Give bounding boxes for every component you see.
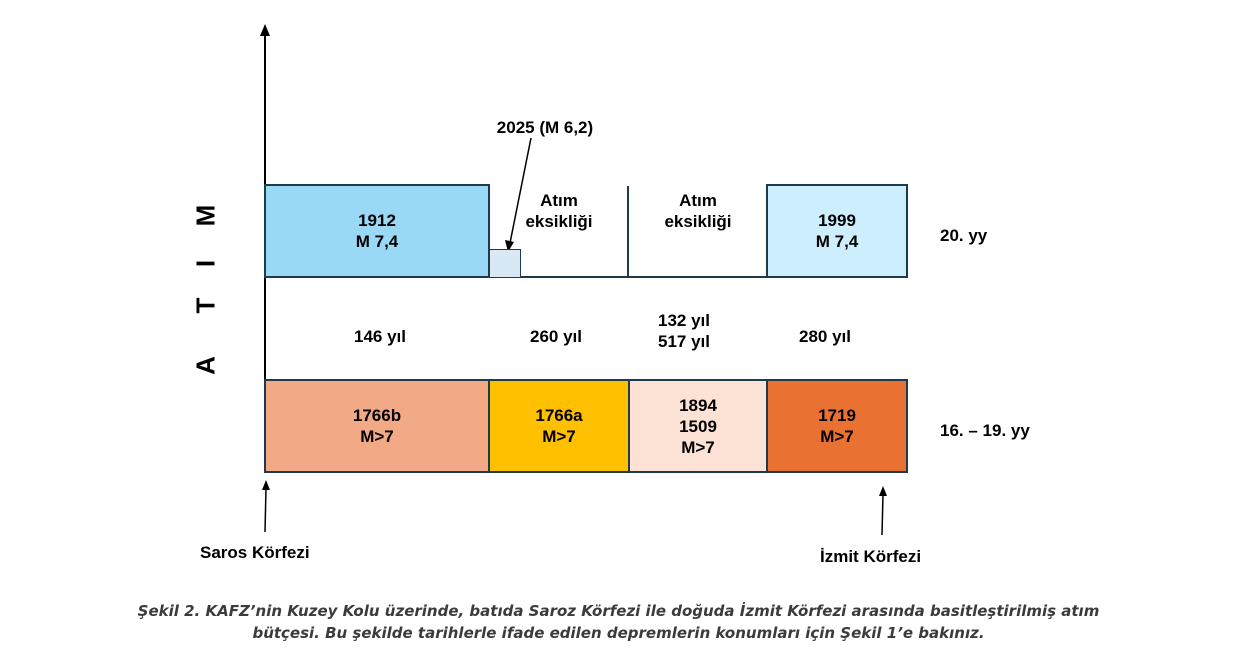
bottom-1766a-box: 1766a M>7 xyxy=(488,379,630,473)
atim-letter-m: M xyxy=(190,204,221,227)
bottom-1894-year: 1894 xyxy=(679,395,717,415)
diagram-lines xyxy=(260,24,887,536)
location-izmit: İzmit Körfezi xyxy=(820,547,922,566)
bottom-1894-1509-box: 1894 1509 M>7 xyxy=(628,379,768,473)
caption-line-2: bütçesi. Bu şekilde tarihlerle ifade edi… xyxy=(252,624,985,642)
top-1912-magnitude: M 7,4 xyxy=(355,232,399,251)
top-1999-year: 1999 xyxy=(818,211,856,230)
caption-line-1: Şekil 2. KAFZ’nin Kuzey Kolu üzerinde, b… xyxy=(137,602,1100,620)
era-20th-century: 20. yy xyxy=(940,226,988,245)
pointer-2025-line xyxy=(509,137,532,244)
bottom-1719-year: 1719 xyxy=(818,406,856,425)
bottom-1719-box: 1719 M>7 xyxy=(766,379,908,473)
figure-caption: Şekil 2. KAFZ’nin Kuzey Kolu üzerinde, b… xyxy=(0,600,1237,644)
top-1999-magnitude: M 7,4 xyxy=(815,232,859,251)
small-2025-box xyxy=(489,249,521,278)
bottom-1766a-year: 1766a xyxy=(535,406,583,425)
event-2025-label: 2025 (M 6,2) xyxy=(496,118,594,137)
atim-letter-t: T xyxy=(190,297,221,314)
top-1912-box: 1912 M 7,4 xyxy=(264,184,490,278)
bottom-1894-magnitude: M>7 xyxy=(681,437,715,457)
bottom-1509-year: 1509 xyxy=(679,416,717,436)
bottom-1766a-magnitude: M>7 xyxy=(542,427,576,446)
izmit-arrowhead xyxy=(879,486,887,496)
top-1999-box: 1999 M 7,4 xyxy=(766,184,908,278)
location-saros: Saros Körfezi xyxy=(200,543,310,562)
interval-146: 146 yıl xyxy=(354,327,406,346)
saros-arrowhead xyxy=(262,480,270,490)
interval-260: 260 yıl xyxy=(530,327,582,346)
interval-280: 280 yıl xyxy=(799,327,851,346)
izmit-arrow-line xyxy=(881,493,884,536)
bottom-1766b-box: 1766b M>7 xyxy=(264,379,490,473)
slip-deficit-label-2: Atım eksikliği xyxy=(664,191,732,231)
slip-deficit-label-1: Atım eksikliği xyxy=(525,191,593,231)
interval-132-517: 132 yıl 517 yıl xyxy=(658,311,710,351)
atim-axis-arrowhead xyxy=(260,24,270,36)
top-1912-year: 1912 xyxy=(358,211,396,230)
atim-letter-a: A xyxy=(190,356,221,375)
era-16-19th-century: 16. – 19. yy xyxy=(940,421,1030,440)
bottom-1719-magnitude: M>7 xyxy=(820,427,854,446)
bottom-1766b-magnitude: M>7 xyxy=(360,427,394,446)
bottom-1766b-year: 1766b xyxy=(352,406,402,425)
saros-arrow-line xyxy=(264,487,267,533)
atim-letter-i: I xyxy=(190,259,221,268)
